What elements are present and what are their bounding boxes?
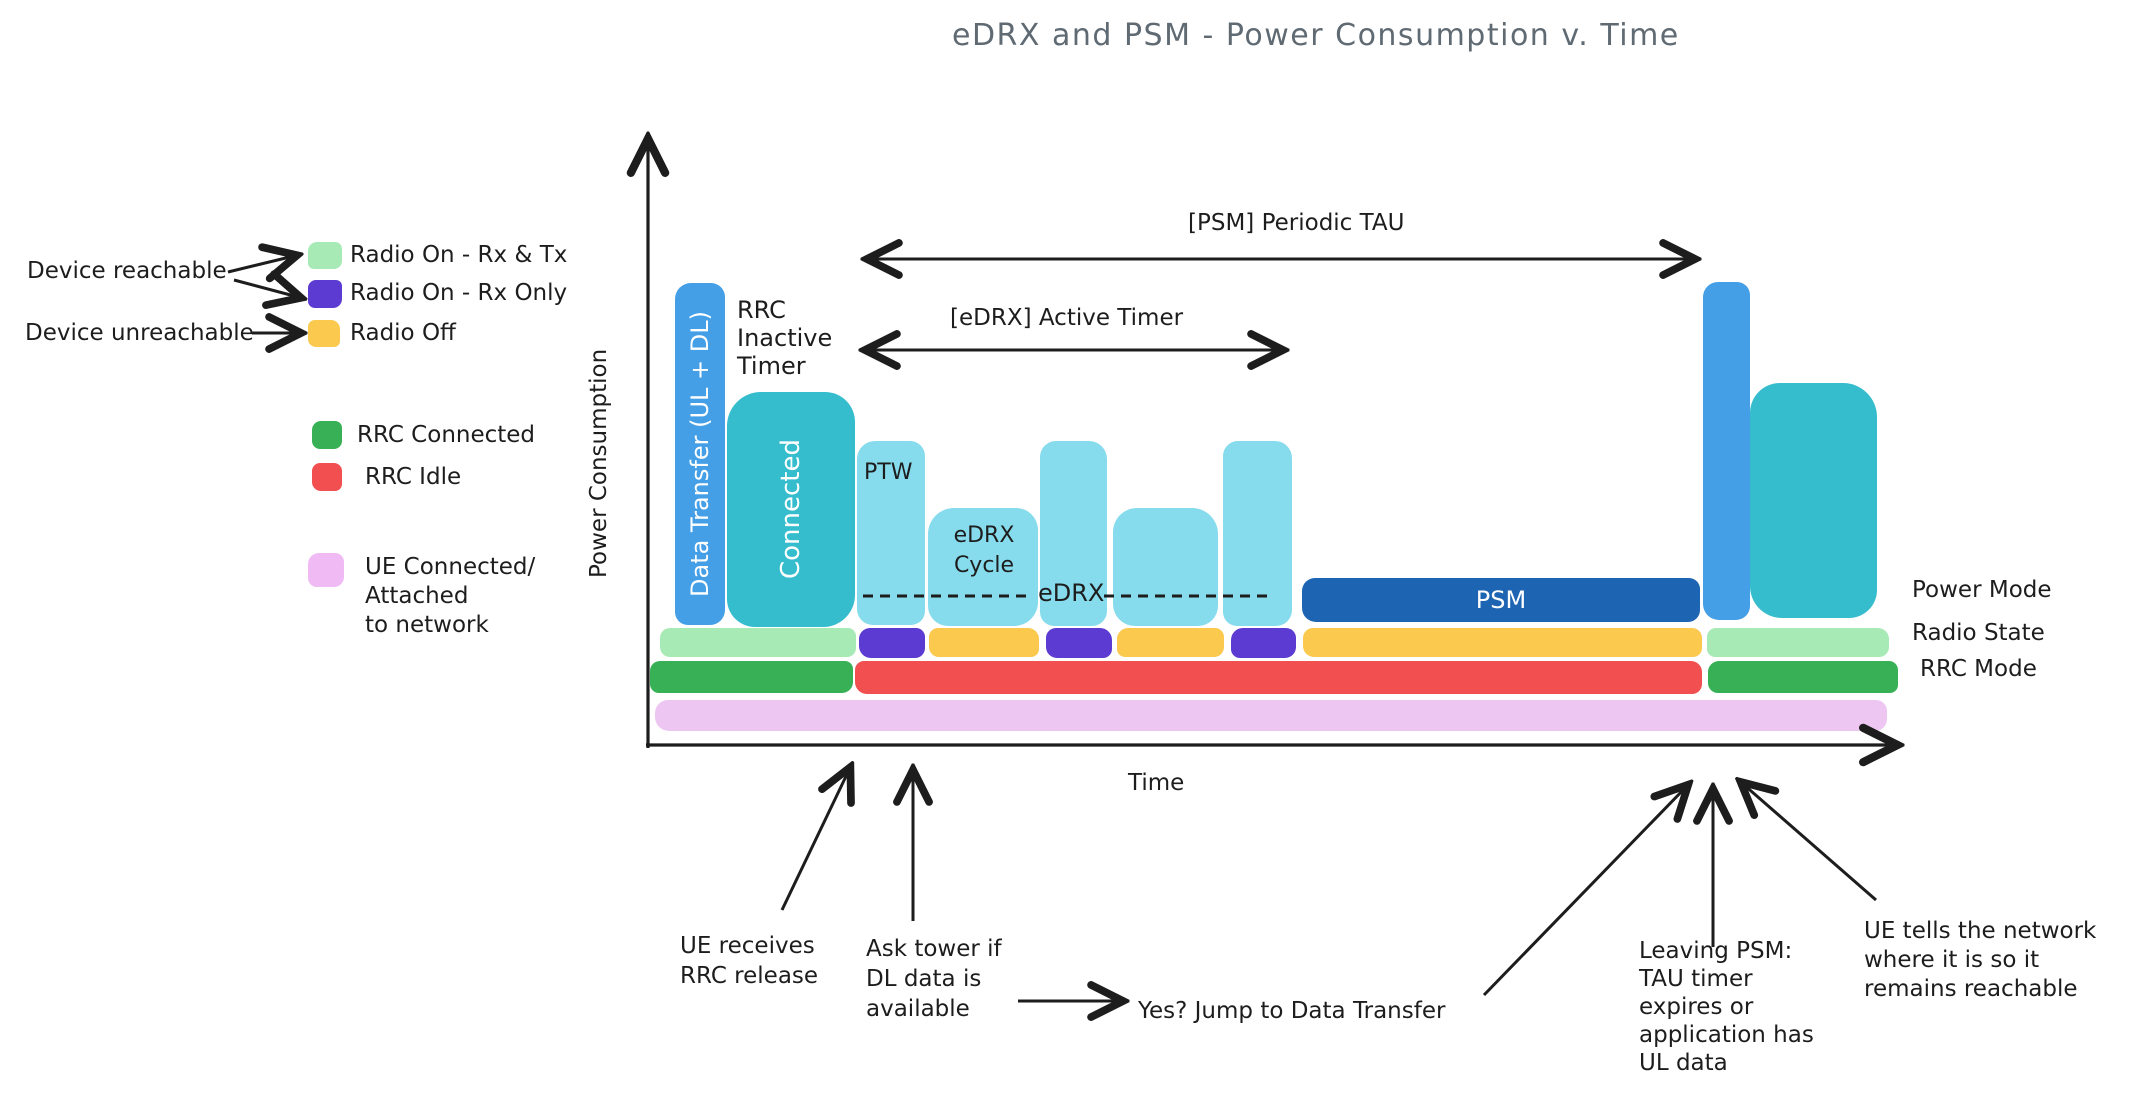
radio-state-seg-off-psm [1303, 628, 1702, 657]
ptw-bar [857, 441, 925, 625]
legend-device-reachable-label: Device reachable [27, 258, 227, 284]
radio-on-rx-only-swatch [308, 280, 342, 308]
edrx-cycle-bar-label: eDRX Cycle [928, 521, 1040, 581]
legend-device-unreachable-label: Device unreachable [25, 320, 254, 346]
radio-on-rx-tx-label: Radio On - Rx & Tx [350, 242, 568, 268]
ue-tells-note-line2: where it is so it [1864, 947, 2040, 973]
ue-tells-note-line1: UE tells the network [1864, 918, 2097, 944]
rrc-mode-seg-idle [855, 661, 1702, 694]
radio-state-row-label: Radio State [1912, 620, 2045, 646]
connected-bar-label: Connected [776, 439, 806, 580]
edrx-cycle-label-line1: eDRX [953, 523, 1015, 548]
rrc-inactive-timer-line1: RRC [737, 296, 786, 324]
power-mode-row-label: Power Mode [1912, 577, 2052, 603]
data-transfer-bar: Data Transfer (UL + DL) [675, 283, 725, 625]
ask-tower-note-line2: DL data is [866, 966, 982, 992]
ue-attached-row [655, 700, 1887, 731]
psm-bar: PSM [1302, 578, 1700, 622]
radio-off-swatch [308, 320, 340, 347]
radio-state-seg-off-1 [929, 628, 1039, 657]
leaving-psm-note-line4: application has [1639, 1022, 1814, 1048]
ask-tower-note-line3: available [866, 996, 970, 1022]
rrc-connected-label: RRC Connected [357, 422, 536, 448]
page-title: eDRX and PSM - Power Consumption v. Time [952, 18, 1680, 53]
rrc-mode-seg-connected-1 [650, 661, 853, 693]
connected-bar: Connected [727, 392, 855, 627]
radio-on-rx-only-label: Radio On - Rx Only [350, 280, 568, 306]
leaving-psm-note-line2: TAU timer [1639, 966, 1753, 992]
radio-state-seg-rxonly-2 [1046, 628, 1112, 658]
leaving-psm-note-line3: expires or [1639, 994, 1754, 1020]
edrx-cycle-bar [928, 508, 1038, 626]
edrx-active-timer-label: [eDRX] Active Timer [950, 305, 1184, 331]
ue-attached-label-line3: to network [365, 612, 489, 638]
ue-attached-label-line2: Attached [365, 583, 469, 609]
ue-attached-label-line1: UE Connected/ [365, 554, 536, 580]
rrc-idle-label: RRC Idle [365, 464, 462, 490]
reachable-to-rxonly-arrow [233, 280, 298, 297]
edrx-cycle-label-line2: Cycle [953, 553, 1015, 578]
x-axis-label: Time [1128, 770, 1185, 796]
tau-data-transfer-bar [1703, 282, 1750, 620]
leaving-psm-note-line5: UL data [1639, 1050, 1728, 1076]
radio-state-seg-rxtx-2 [1707, 628, 1889, 657]
ask-tower-note-line1: Ask tower if [866, 936, 1002, 962]
paging-window-bar-2 [1040, 441, 1107, 626]
paging-window-bar-3 [1223, 441, 1292, 626]
rrc-idle-swatch [312, 463, 342, 491]
edrx-dash-label: eDRX [1038, 579, 1105, 607]
ue-tells-note-line3: remains reachable [1864, 976, 2078, 1002]
ptw-bar-label: PTW [864, 460, 913, 485]
data-transfer-bar-label: Data Transfer (UL + DL) [686, 311, 714, 597]
rrc-connected-swatch [312, 421, 342, 449]
reachable-to-rxtx-arrow [227, 256, 294, 272]
leaving-psm-note-line1: Leaving PSM: [1639, 938, 1793, 964]
rrc-release-note-line1: UE receives [680, 933, 815, 959]
rrc-mode-row-label: RRC Mode [1920, 656, 2037, 682]
radio-off-label: Radio Off [350, 320, 456, 346]
yes-jump-note: Yes? Jump to Data Transfer [1138, 998, 1446, 1024]
radio-on-rx-tx-swatch [308, 242, 342, 269]
radio-state-seg-rxonly-3 [1231, 628, 1296, 658]
radio-state-seg-rxtx-1 [660, 628, 856, 657]
rrc-inactive-timer-line2: Inactive [737, 324, 833, 352]
rrc-release-arrow [780, 770, 849, 911]
radio-state-seg-rxonly-1 [859, 628, 925, 658]
rrc-release-note-line2: RRC release [680, 963, 819, 989]
edrx-cycle-bar-2 [1113, 508, 1218, 626]
psm-periodic-tau-label: [PSM] Periodic TAU [1188, 210, 1405, 236]
tau-connected-bar [1750, 383, 1877, 618]
rrc-inactive-timer-line3: Timer [737, 352, 806, 380]
radio-state-seg-off-2 [1117, 628, 1224, 657]
ue-attached-swatch [308, 553, 344, 587]
ue-tells-arrow [1743, 784, 1877, 902]
psm-bar-label: PSM [1475, 586, 1527, 614]
rrc-mode-seg-connected-2 [1708, 661, 1898, 693]
y-axis-label: Power Consumption [586, 348, 612, 578]
